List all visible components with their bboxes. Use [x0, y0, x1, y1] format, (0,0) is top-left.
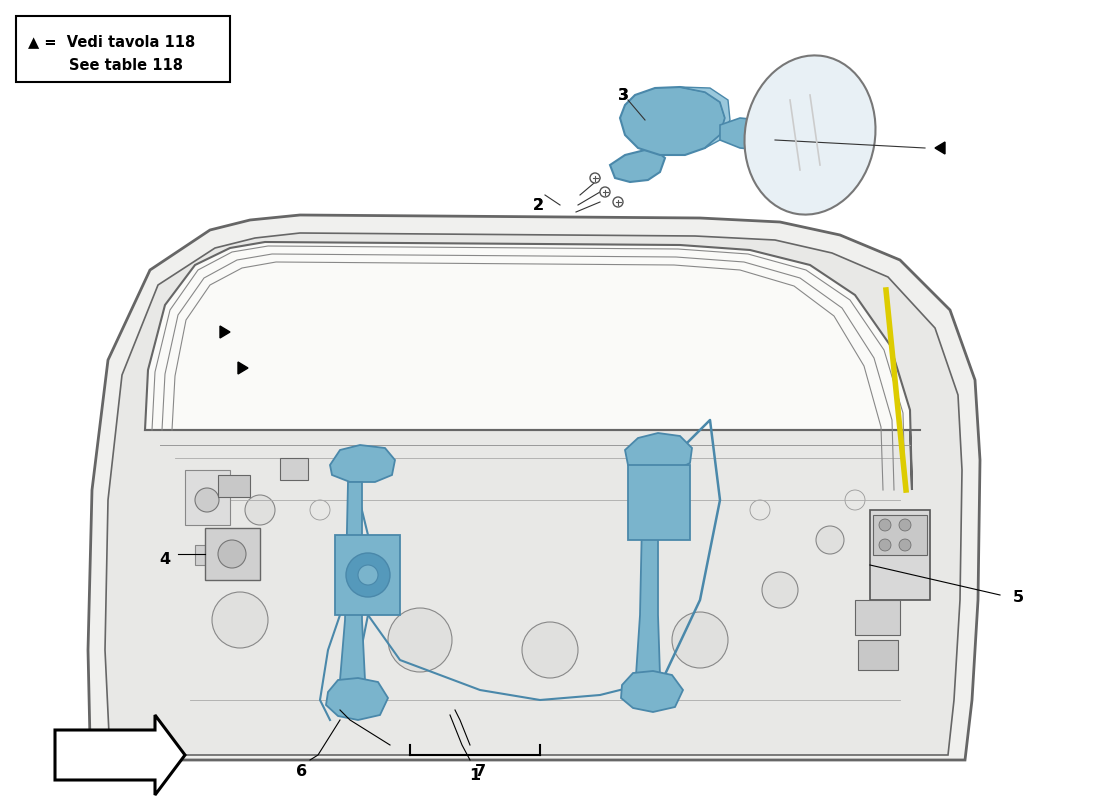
- Bar: [873, 515, 927, 555]
- Polygon shape: [935, 142, 945, 154]
- Bar: [195, 545, 226, 565]
- Text: 1: 1: [470, 767, 481, 782]
- Circle shape: [879, 519, 891, 531]
- Circle shape: [600, 187, 610, 197]
- Text: 6: 6: [296, 765, 308, 779]
- Circle shape: [212, 592, 268, 648]
- Polygon shape: [104, 233, 962, 755]
- Polygon shape: [326, 678, 388, 720]
- Circle shape: [590, 173, 600, 183]
- Polygon shape: [636, 473, 660, 695]
- Circle shape: [195, 488, 219, 512]
- Circle shape: [388, 608, 452, 672]
- Text: 3: 3: [618, 87, 628, 102]
- Text: euro: euro: [277, 377, 563, 483]
- Circle shape: [310, 500, 330, 520]
- Text: 2: 2: [532, 198, 543, 213]
- Polygon shape: [238, 362, 248, 374]
- Circle shape: [899, 519, 911, 531]
- Text: 4: 4: [160, 553, 170, 567]
- Text: See table 118: See table 118: [28, 58, 183, 73]
- Bar: [205, 528, 260, 580]
- Circle shape: [226, 540, 245, 560]
- Circle shape: [245, 495, 275, 525]
- Bar: [855, 600, 900, 635]
- Bar: [185, 470, 230, 525]
- Bar: [858, 640, 898, 670]
- FancyBboxPatch shape: [16, 16, 230, 82]
- Polygon shape: [220, 326, 230, 338]
- Text: ▲ =  Vedi tavola 118: ▲ = Vedi tavola 118: [28, 34, 196, 49]
- Circle shape: [218, 540, 246, 568]
- Circle shape: [210, 480, 230, 500]
- Polygon shape: [621, 671, 683, 712]
- Circle shape: [899, 539, 911, 551]
- Circle shape: [750, 500, 770, 520]
- Bar: [336, 535, 400, 615]
- Circle shape: [346, 553, 390, 597]
- Polygon shape: [330, 445, 395, 482]
- Circle shape: [816, 526, 844, 554]
- Polygon shape: [610, 150, 665, 182]
- Bar: [870, 510, 930, 600]
- Polygon shape: [145, 242, 912, 490]
- Circle shape: [613, 197, 623, 207]
- Polygon shape: [620, 87, 725, 155]
- Polygon shape: [340, 482, 365, 700]
- Polygon shape: [625, 433, 692, 473]
- Text: 7: 7: [474, 765, 485, 779]
- Circle shape: [879, 539, 891, 551]
- Text: Parts: Parts: [438, 437, 761, 543]
- Text: since1985: since1985: [562, 503, 738, 557]
- Polygon shape: [720, 118, 775, 150]
- Text: 2: 2: [532, 198, 543, 213]
- Bar: [628, 465, 690, 540]
- Bar: [218, 475, 250, 497]
- Ellipse shape: [745, 55, 876, 214]
- Polygon shape: [680, 87, 730, 148]
- Polygon shape: [55, 715, 185, 795]
- Circle shape: [358, 565, 378, 585]
- Circle shape: [762, 572, 798, 608]
- Text: a passion: a passion: [454, 537, 666, 603]
- Circle shape: [672, 612, 728, 668]
- Text: 3: 3: [617, 87, 628, 102]
- Circle shape: [522, 622, 578, 678]
- Text: 5: 5: [1012, 590, 1024, 606]
- Circle shape: [845, 490, 865, 510]
- Polygon shape: [88, 215, 980, 760]
- Bar: [280, 458, 308, 480]
